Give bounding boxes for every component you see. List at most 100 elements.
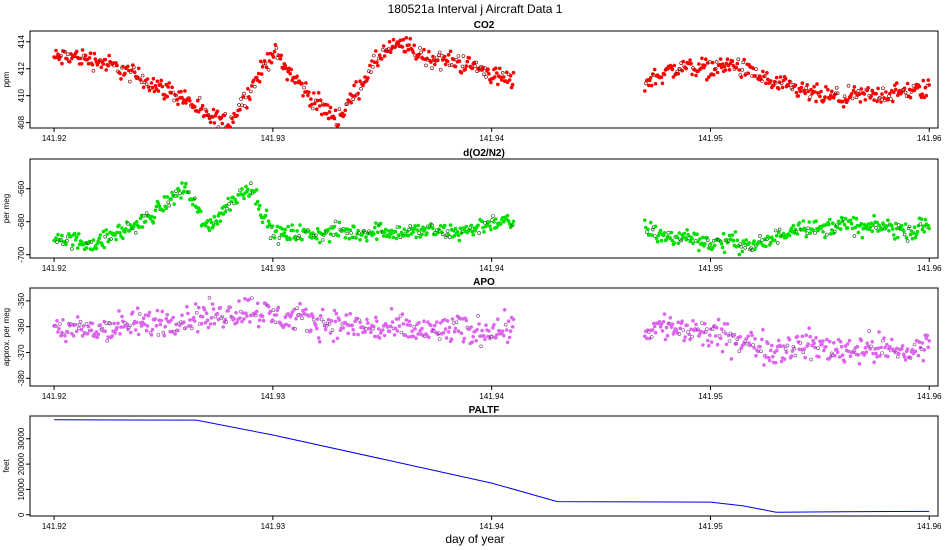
data-point xyxy=(234,310,238,315)
data-point xyxy=(367,69,371,73)
data-point xyxy=(651,321,656,326)
data-point xyxy=(154,87,159,91)
data-point xyxy=(720,62,725,66)
data-point xyxy=(473,64,478,68)
data-point xyxy=(648,76,653,80)
data-point xyxy=(917,340,922,344)
data-point xyxy=(752,345,756,350)
data-point xyxy=(413,327,417,331)
data-point xyxy=(56,330,60,334)
data-point xyxy=(127,325,131,330)
data-point xyxy=(878,354,882,358)
data-point xyxy=(247,297,251,302)
y-tick-label: 414 xyxy=(17,35,26,49)
data-point xyxy=(718,57,723,61)
data-point xyxy=(774,75,779,80)
data-point xyxy=(845,226,850,230)
data-point xyxy=(440,232,445,236)
data-point xyxy=(419,50,423,55)
data-point xyxy=(394,236,399,241)
data-point xyxy=(868,225,873,229)
data-point xyxy=(869,344,874,349)
data-point xyxy=(164,206,168,210)
data-point xyxy=(846,349,851,354)
y-axis-label: approx. per meg xyxy=(2,308,11,366)
data-point xyxy=(761,327,765,332)
data-point xyxy=(363,75,367,79)
data-point xyxy=(705,238,710,242)
data-point xyxy=(269,60,274,65)
data-point xyxy=(345,102,350,106)
data-point xyxy=(76,232,81,236)
data-point xyxy=(672,63,677,68)
data-point xyxy=(183,185,187,189)
data-point xyxy=(681,328,686,332)
data-point xyxy=(286,224,291,229)
data-point xyxy=(334,311,339,316)
data-point xyxy=(773,360,778,365)
data-point xyxy=(220,314,225,319)
data-point xyxy=(186,311,190,316)
data-point xyxy=(760,337,764,342)
data-point xyxy=(842,360,847,364)
data-point xyxy=(350,323,355,328)
data-point xyxy=(486,67,490,71)
data-point xyxy=(484,323,488,328)
data-point xyxy=(501,75,506,79)
data-point xyxy=(320,307,325,312)
chart-panels: CO2 ppm 408 410 412 414 141.92 141.93 141.94 141.… xyxy=(2,20,942,531)
data-point xyxy=(471,232,476,237)
data-point xyxy=(489,334,493,339)
data-point xyxy=(840,353,845,358)
data-point xyxy=(279,53,284,58)
data-point xyxy=(746,71,751,76)
data-point xyxy=(149,214,154,219)
data-point xyxy=(126,327,130,332)
data-point xyxy=(783,347,788,351)
data-point xyxy=(498,222,503,226)
data-point xyxy=(450,317,455,321)
data-point xyxy=(870,339,875,344)
data-point xyxy=(231,195,235,200)
data-point xyxy=(457,59,462,64)
data-point xyxy=(242,196,246,201)
data-point xyxy=(261,318,266,323)
data-point xyxy=(381,234,386,238)
data-point xyxy=(460,317,465,321)
data-point xyxy=(286,69,291,74)
data-point xyxy=(867,329,872,333)
data-point xyxy=(140,73,145,78)
data-point xyxy=(210,115,215,119)
data-point xyxy=(442,317,447,322)
data-point xyxy=(96,332,101,337)
data-point xyxy=(70,247,74,251)
data-point xyxy=(268,236,273,240)
data-point xyxy=(328,105,333,110)
data-point xyxy=(895,235,900,240)
data-point xyxy=(690,334,694,339)
data-point xyxy=(756,349,760,354)
data-point xyxy=(827,222,831,227)
data-point xyxy=(267,222,272,227)
data-point xyxy=(55,240,59,244)
data-point xyxy=(908,95,913,100)
data-point xyxy=(214,219,219,223)
data-point xyxy=(102,319,106,324)
data-point xyxy=(911,231,916,235)
data-point xyxy=(371,53,376,58)
data-point xyxy=(495,317,500,322)
data-point xyxy=(818,94,822,99)
data-point xyxy=(193,196,197,201)
data-point xyxy=(118,231,122,235)
data-point xyxy=(256,207,261,211)
data-point xyxy=(497,66,502,71)
data-point xyxy=(348,228,353,232)
data-point xyxy=(242,317,246,321)
data-point xyxy=(291,228,295,233)
data-point xyxy=(674,328,679,332)
data-point xyxy=(880,351,884,355)
data-point xyxy=(212,321,217,326)
data-point xyxy=(697,62,701,66)
data-point xyxy=(380,328,385,332)
data-point xyxy=(885,342,889,347)
